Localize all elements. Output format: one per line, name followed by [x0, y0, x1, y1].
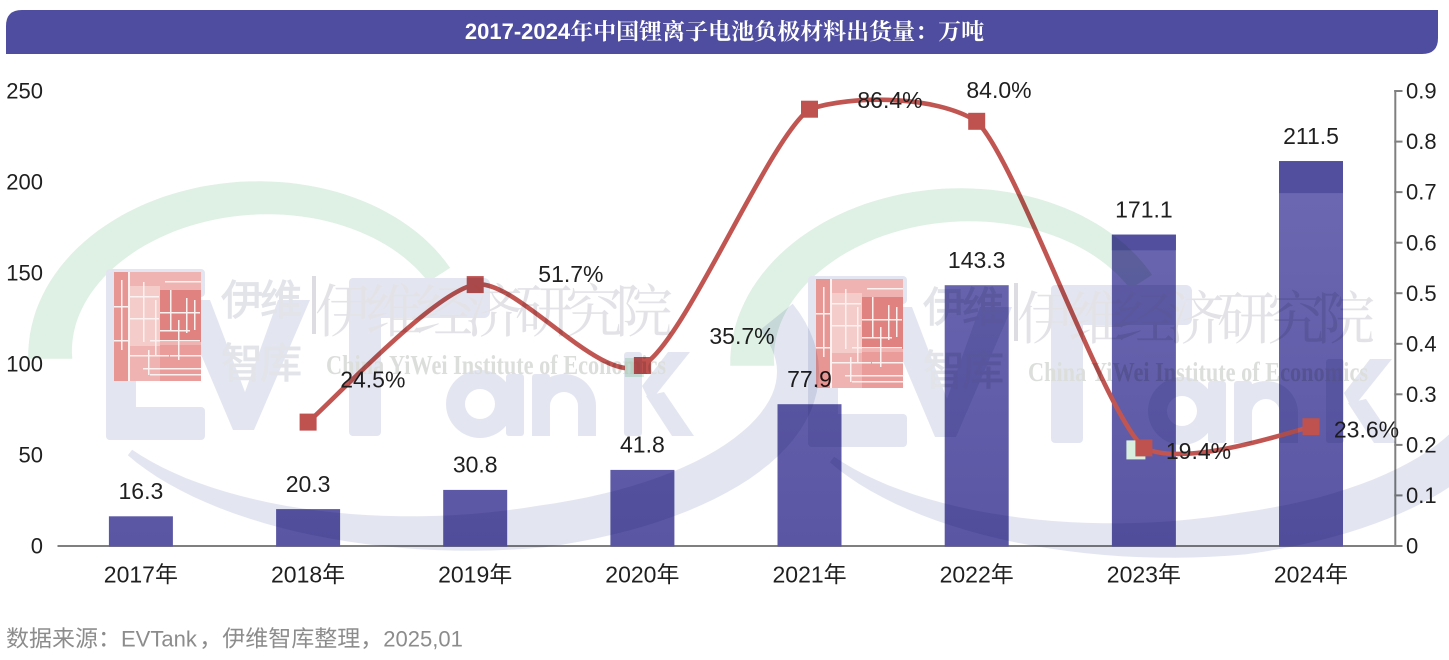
svg-text:0.9: 0.9 [1406, 79, 1437, 104]
svg-text:2020: 2020 [605, 562, 656, 588]
svg-text:211.5: 211.5 [1283, 123, 1339, 149]
svg-text:0.7: 0.7 [1406, 180, 1437, 205]
svg-text:86.4%: 86.4% [857, 87, 922, 113]
svg-text:50: 50 [19, 443, 43, 468]
svg-text:51.7%: 51.7% [538, 261, 603, 287]
svg-text:20.3: 20.3 [286, 471, 331, 497]
svg-text:2022: 2022 [940, 562, 991, 588]
svg-text:250: 250 [6, 79, 43, 104]
svg-text:171.1: 171.1 [1115, 196, 1173, 222]
svg-text:2019: 2019 [438, 562, 489, 588]
svg-text:0.3: 0.3 [1406, 382, 1437, 407]
svg-text:2023: 2023 [1107, 562, 1158, 588]
svg-text:2018: 2018 [271, 562, 322, 588]
svg-text:143.3: 143.3 [948, 247, 1006, 273]
svg-text:0.4: 0.4 [1406, 331, 1437, 356]
svg-text:2025,01: 2025,01 [383, 627, 463, 652]
svg-text:0.6: 0.6 [1406, 230, 1437, 255]
svg-text:2024: 2024 [1274, 562, 1325, 588]
svg-text:0.5: 0.5 [1406, 281, 1437, 306]
svg-text:2017: 2017 [104, 562, 155, 588]
svg-text:2021: 2021 [773, 562, 824, 588]
svg-text:0.8: 0.8 [1406, 129, 1437, 154]
svg-text:0: 0 [31, 534, 43, 559]
svg-text:30.8: 30.8 [453, 452, 498, 478]
svg-text:China YiWei Institute of Econo: China YiWei Institute of Economics [326, 350, 666, 380]
svg-text:EVTank: EVTank [121, 627, 198, 652]
svg-text:China YiWei Institute of Econo: China YiWei Institute of Economics [1028, 357, 1368, 387]
svg-text:16.3: 16.3 [119, 478, 164, 504]
svg-text:200: 200 [6, 170, 43, 195]
svg-text:84.0%: 84.0% [966, 77, 1031, 103]
svg-text:150: 150 [6, 261, 43, 286]
svg-text:0: 0 [1406, 534, 1418, 559]
svg-text:2017-2024: 2017-2024 [465, 19, 571, 44]
